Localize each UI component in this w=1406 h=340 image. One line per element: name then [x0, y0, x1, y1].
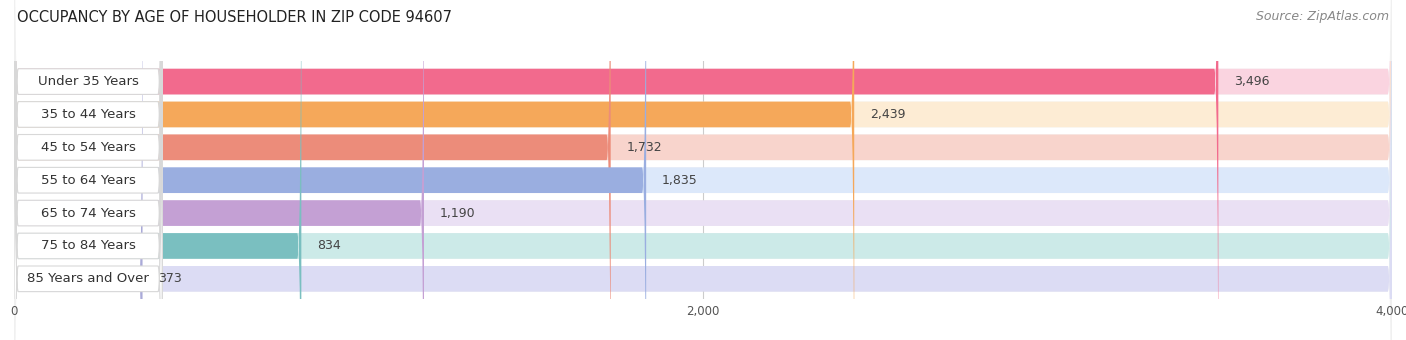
Text: 35 to 44 Years: 35 to 44 Years — [41, 108, 135, 121]
FancyBboxPatch shape — [14, 0, 301, 340]
FancyBboxPatch shape — [14, 0, 1392, 340]
FancyBboxPatch shape — [14, 0, 610, 340]
Text: 1,835: 1,835 — [662, 174, 697, 187]
FancyBboxPatch shape — [14, 0, 855, 340]
FancyBboxPatch shape — [14, 0, 1392, 340]
Text: 75 to 84 Years: 75 to 84 Years — [41, 239, 135, 252]
FancyBboxPatch shape — [14, 0, 1392, 340]
FancyBboxPatch shape — [14, 0, 425, 340]
Text: 2,439: 2,439 — [870, 108, 905, 121]
FancyBboxPatch shape — [14, 0, 162, 340]
FancyBboxPatch shape — [14, 0, 1392, 340]
FancyBboxPatch shape — [14, 0, 162, 340]
Text: Under 35 Years: Under 35 Years — [38, 75, 139, 88]
Text: OCCUPANCY BY AGE OF HOUSEHOLDER IN ZIP CODE 94607: OCCUPANCY BY AGE OF HOUSEHOLDER IN ZIP C… — [17, 10, 451, 25]
FancyBboxPatch shape — [14, 0, 1392, 340]
FancyBboxPatch shape — [14, 0, 1392, 340]
FancyBboxPatch shape — [14, 0, 1392, 340]
FancyBboxPatch shape — [14, 0, 1392, 340]
FancyBboxPatch shape — [14, 0, 162, 340]
FancyBboxPatch shape — [14, 0, 1219, 340]
Text: 55 to 64 Years: 55 to 64 Years — [41, 174, 135, 187]
Text: 65 to 74 Years: 65 to 74 Years — [41, 207, 135, 220]
FancyBboxPatch shape — [14, 0, 1392, 340]
Text: 85 Years and Over: 85 Years and Over — [27, 272, 149, 285]
FancyBboxPatch shape — [14, 0, 1392, 340]
Text: 834: 834 — [316, 239, 340, 252]
Text: 3,496: 3,496 — [1234, 75, 1270, 88]
FancyBboxPatch shape — [14, 0, 162, 340]
FancyBboxPatch shape — [14, 0, 1392, 340]
FancyBboxPatch shape — [14, 0, 142, 340]
FancyBboxPatch shape — [14, 0, 162, 340]
Text: Source: ZipAtlas.com: Source: ZipAtlas.com — [1256, 10, 1389, 23]
FancyBboxPatch shape — [14, 0, 1392, 340]
Text: 373: 373 — [157, 272, 181, 285]
FancyBboxPatch shape — [14, 0, 647, 340]
FancyBboxPatch shape — [14, 0, 162, 340]
FancyBboxPatch shape — [14, 0, 1392, 340]
Text: 1,190: 1,190 — [440, 207, 475, 220]
FancyBboxPatch shape — [14, 0, 162, 340]
Text: 45 to 54 Years: 45 to 54 Years — [41, 141, 135, 154]
Text: 1,732: 1,732 — [626, 141, 662, 154]
FancyBboxPatch shape — [14, 0, 1392, 340]
